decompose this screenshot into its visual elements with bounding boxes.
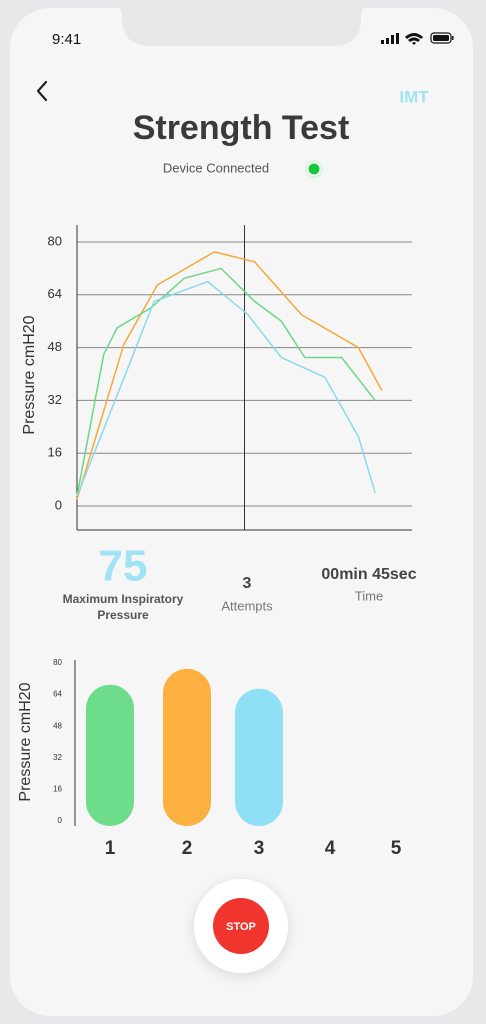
x-tick-label: 4 <box>325 838 336 859</box>
y-tick-label: 80 <box>48 233 62 248</box>
stat-label: Maximum Inspiratory Pressure <box>62 592 184 622</box>
line-series <box>76 267 376 497</box>
line-series <box>76 251 383 500</box>
y-tick-label: 32 <box>53 753 62 762</box>
status-icons <box>381 32 454 45</box>
y-tick-label: 32 <box>48 392 62 407</box>
x-tick-label: 3 <box>254 838 265 859</box>
stat-value: 3 <box>243 575 252 592</box>
stop-label[interactable]: STOP <box>226 921 256 933</box>
back-button[interactable] <box>36 80 48 102</box>
title: Strength Test <box>133 109 350 147</box>
y-tick-label: 64 <box>53 690 62 699</box>
x-tick-label: 1 <box>105 838 116 859</box>
status-time: 9:41 <box>52 31 81 48</box>
line-series <box>76 280 376 497</box>
bar <box>235 688 283 826</box>
y-tick-label: 16 <box>48 445 62 460</box>
x-tick-label: 2 <box>182 838 193 859</box>
device-status: Device Connected <box>163 160 269 175</box>
badge[interactable]: IMT <box>399 87 429 106</box>
y-tick-label: 0 <box>58 816 63 825</box>
y-tick-label: 48 <box>48 339 62 354</box>
bar <box>86 684 134 826</box>
y-tick-label: 64 <box>48 286 62 301</box>
stop-button[interactable] <box>213 898 269 954</box>
stat-value: 75 <box>99 542 148 591</box>
stat-label: Attempts <box>221 598 273 613</box>
y-axis-label: Pressure cmH20 <box>21 315 38 434</box>
y-tick-label: 80 <box>53 658 62 667</box>
phone-body <box>10 8 473 1016</box>
y-axis-label: Pressure cmH20 <box>17 682 34 801</box>
status-dot <box>308 163 320 175</box>
y-tick-label: 0 <box>55 497 62 512</box>
bar <box>163 668 211 826</box>
stat-label: Time <box>355 588 383 603</box>
notch <box>118 8 365 46</box>
x-tick-label: 5 <box>391 838 402 859</box>
y-tick-label: 16 <box>53 785 62 794</box>
stat-value: 00min 45sec <box>321 566 416 583</box>
y-tick-label: 48 <box>53 721 62 730</box>
